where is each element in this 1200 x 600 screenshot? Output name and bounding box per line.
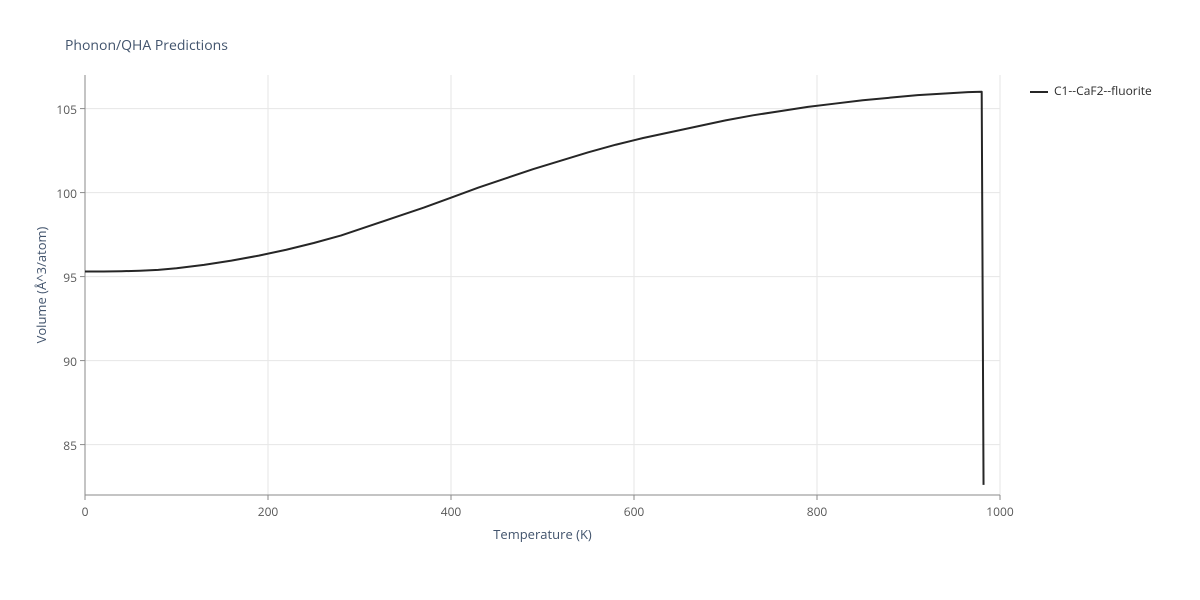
x-tick-label: 0 [70, 503, 100, 520]
y-tick-label: 105 [45, 101, 77, 118]
y-tick-label: 90 [45, 353, 77, 370]
x-tick-label: 800 [802, 503, 832, 520]
x-axis-label: Temperature (K) [483, 525, 603, 543]
y-tick-label: 85 [45, 437, 77, 454]
x-tick-label: 600 [619, 503, 649, 520]
chart-svg [85, 75, 1000, 495]
y-tick-label: 100 [45, 185, 77, 202]
y-tick-label: 95 [45, 269, 77, 286]
x-tick-label: 1000 [985, 503, 1015, 520]
chart-container: Phonon/QHA Predictions Volume (Å^3/atom)… [0, 0, 1200, 600]
plot-area [85, 75, 1000, 495]
legend: C1--CaF2--fluorite [1030, 82, 1152, 99]
series-line [85, 92, 984, 485]
x-tick-label: 200 [253, 503, 283, 520]
x-tick-label: 400 [436, 503, 466, 520]
legend-line [1030, 91, 1048, 93]
legend-label: C1--CaF2--fluorite [1054, 82, 1152, 99]
chart-title: Phonon/QHA Predictions [65, 36, 228, 55]
